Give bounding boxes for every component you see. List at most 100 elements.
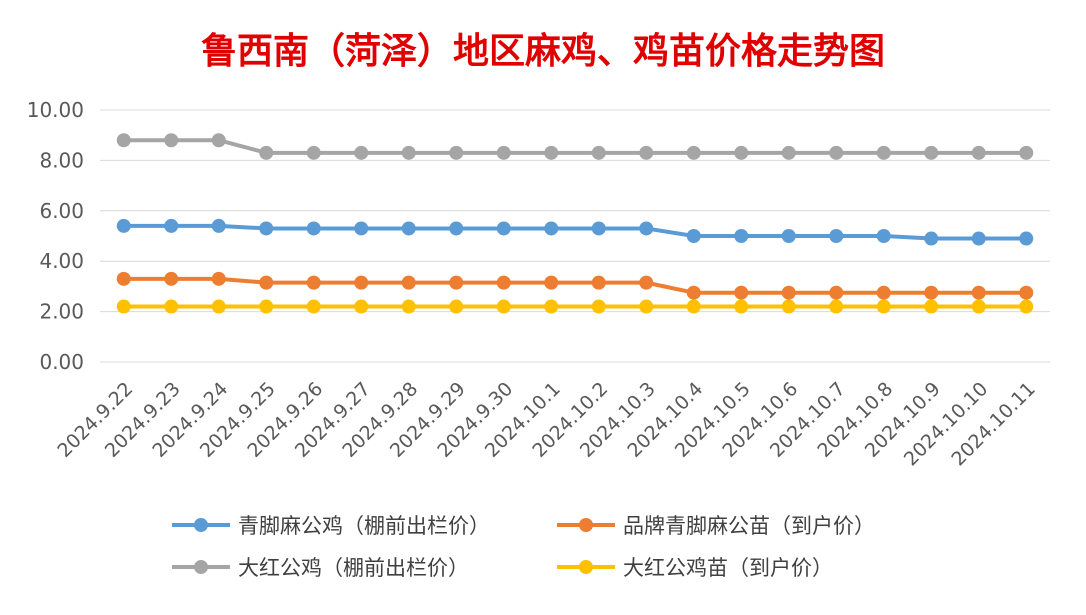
data-point (591, 145, 606, 160)
data-point (401, 275, 416, 290)
data-point (781, 145, 796, 160)
data-point (116, 218, 131, 233)
legend-item: 品牌青脚麻公苗（到户价） (555, 510, 955, 540)
data-point (496, 145, 511, 160)
data-point (164, 299, 179, 314)
data-point (1019, 299, 1034, 314)
data-point (639, 275, 654, 290)
data-point (401, 299, 416, 314)
data-point (1019, 285, 1034, 300)
data-point (354, 145, 369, 160)
data-point (306, 145, 321, 160)
data-point (591, 299, 606, 314)
data-point (164, 271, 179, 286)
data-point (449, 275, 464, 290)
data-point (829, 229, 844, 243)
legend-swatch (557, 560, 615, 574)
series-0 (116, 218, 1034, 246)
legend-item: 青脚麻公鸡（棚前出栏价） (170, 510, 555, 540)
data-point (449, 299, 464, 314)
data-point (259, 299, 274, 314)
legend-swatch (172, 518, 230, 532)
legend-label: 大红公鸡苗（到户价） (623, 556, 833, 580)
y-tick-label: 6.00 (39, 199, 84, 223)
data-point (639, 221, 654, 236)
y-tick-label: 4.00 (39, 249, 84, 273)
legend-label: 青脚麻公鸡（棚前出栏价） (238, 514, 490, 538)
data-point (354, 299, 369, 314)
data-point (211, 299, 226, 314)
data-point (829, 299, 844, 314)
series-3 (116, 299, 1034, 314)
data-point (1019, 231, 1034, 246)
legend-item: 大红公鸡（棚前出栏价） (170, 552, 555, 582)
legend-label: 大红公鸡（棚前出栏价） (238, 556, 469, 580)
data-point (591, 275, 606, 290)
data-point (971, 285, 986, 300)
data-point (971, 145, 986, 160)
data-point (686, 285, 701, 300)
data-point (116, 271, 131, 286)
y-tick-label: 2.00 (39, 300, 84, 324)
data-point (876, 285, 891, 300)
data-point (734, 299, 749, 314)
data-point (449, 221, 464, 236)
chart-title: 鲁西南（菏泽）地区麻鸡、鸡苗价格走势图 (200, 30, 885, 72)
data-point (544, 145, 559, 160)
legend: 青脚麻公鸡（棚前出栏价） 品牌青脚麻公苗（到户价） 大红公鸡（棚前出栏价） 大红公鸡苗… (170, 510, 970, 582)
legend-swatch (172, 560, 230, 574)
data-point (971, 231, 986, 246)
data-point (306, 275, 321, 290)
data-point (924, 285, 939, 300)
data-point (164, 133, 179, 148)
data-point (259, 275, 274, 290)
data-point (1019, 145, 1034, 160)
data-point (829, 145, 844, 160)
data-point (924, 299, 939, 314)
data-point (591, 221, 606, 236)
data-point (734, 145, 749, 160)
data-point (686, 229, 701, 243)
data-point (496, 221, 511, 236)
series-line (123, 223, 1027, 241)
data-point (259, 221, 274, 236)
data-point (781, 285, 796, 300)
data-point (781, 299, 796, 314)
legend-label: 品牌青脚麻公苗（到户价） (623, 514, 875, 538)
data-point (544, 221, 559, 236)
data-point (924, 231, 939, 246)
series-1 (116, 271, 1034, 300)
data-point (449, 145, 464, 160)
data-point (354, 221, 369, 236)
data-point (116, 299, 131, 314)
series-line (123, 138, 1027, 155)
data-point (876, 229, 891, 243)
data-point (401, 221, 416, 236)
data-point (496, 275, 511, 290)
data-point (829, 285, 844, 300)
data-point (401, 145, 416, 160)
data-point (211, 133, 226, 148)
data-point (876, 145, 891, 160)
data-point (686, 299, 701, 314)
data-point (876, 299, 891, 314)
data-point (639, 299, 654, 314)
legend-swatch (557, 518, 615, 532)
data-point (781, 229, 796, 243)
data-point (971, 299, 986, 314)
data-point (639, 145, 654, 160)
data-point (734, 229, 749, 243)
data-point (211, 218, 226, 233)
data-point (544, 299, 559, 314)
data-point (686, 145, 701, 160)
data-point (924, 145, 939, 160)
data-point (116, 133, 131, 148)
data-point (734, 285, 749, 300)
data-point (306, 221, 321, 236)
data-point (496, 299, 511, 314)
series-2 (116, 133, 1034, 160)
data-point (259, 145, 274, 160)
data-point (211, 271, 226, 286)
